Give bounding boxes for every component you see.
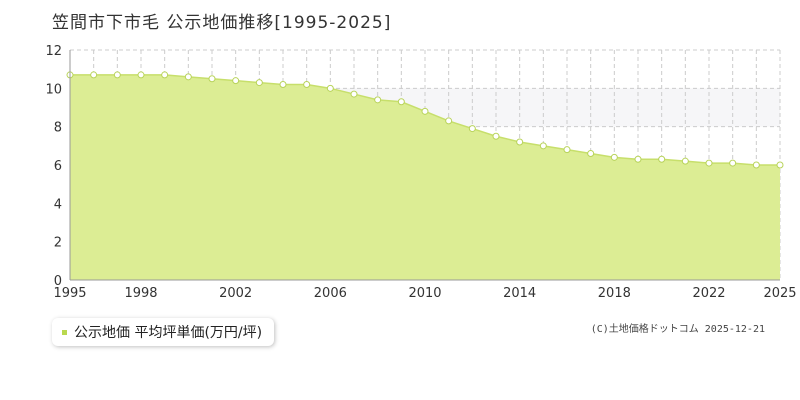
x-tick-label: 1998 xyxy=(124,286,157,301)
y-tick-label: 6 xyxy=(54,159,62,174)
data-point xyxy=(90,71,98,79)
x-tick-label: 1995 xyxy=(53,286,86,301)
data-point xyxy=(752,161,760,169)
data-point xyxy=(634,155,642,163)
data-point xyxy=(161,71,169,79)
y-tick-label: 10 xyxy=(45,82,62,97)
y-tick-label: 2 xyxy=(54,236,62,251)
data-point xyxy=(587,150,595,157)
data-point xyxy=(563,146,571,154)
legend-label: 公示地価 平均坪単価(万円/坪) xyxy=(74,325,263,341)
data-point xyxy=(374,96,382,104)
data-point xyxy=(326,84,334,92)
y-tick-label: 12 xyxy=(45,44,62,59)
legend: 公示地価 平均坪単価(万円/坪) xyxy=(52,318,275,346)
legend-marker xyxy=(62,329,67,335)
y-tick-label: 8 xyxy=(54,121,62,136)
data-point xyxy=(421,107,429,115)
y-tick-label: 4 xyxy=(54,197,62,212)
copyright-text: (C)土地価格ドットコム 2025-12-21 xyxy=(590,324,765,335)
data-point xyxy=(468,125,476,133)
data-point xyxy=(516,138,524,146)
area-fill xyxy=(70,74,780,281)
data-points xyxy=(66,71,784,169)
y-tick-labels: 0 2 4 6 8 10 12 xyxy=(45,44,62,289)
y-tick-label: 0 xyxy=(54,274,62,289)
x-tick-label: 2018 xyxy=(598,286,631,301)
data-point xyxy=(184,73,192,81)
data-point xyxy=(208,75,216,83)
data-point xyxy=(397,98,405,106)
chart-title: 笠間市下市毛 公示地価推移[1995-2025] xyxy=(52,13,392,33)
data-point xyxy=(776,161,784,169)
x-tick-labels: 1995 1998 2002 2006 2010 2014 2018 2022 2025 xyxy=(53,286,796,301)
x-tick-label: 2014 xyxy=(503,286,536,301)
data-point xyxy=(113,71,121,79)
data-point xyxy=(350,90,358,98)
x-tick-label: 2006 xyxy=(314,286,347,301)
data-point xyxy=(681,157,689,165)
data-point xyxy=(445,117,453,125)
data-point xyxy=(137,71,145,79)
data-point xyxy=(303,81,311,88)
data-point xyxy=(729,159,737,167)
data-point xyxy=(232,77,240,85)
data-point xyxy=(279,81,287,88)
x-tick-label: 2010 xyxy=(408,286,441,301)
x-tick-label: 2002 xyxy=(219,286,252,301)
data-point xyxy=(658,155,666,163)
data-point xyxy=(539,142,547,150)
data-point xyxy=(705,159,713,167)
x-tick-label: 2022 xyxy=(692,286,725,301)
data-point xyxy=(610,153,618,161)
x-tick-label: 2025 xyxy=(763,286,796,301)
data-point xyxy=(492,132,500,140)
data-point xyxy=(255,79,263,87)
